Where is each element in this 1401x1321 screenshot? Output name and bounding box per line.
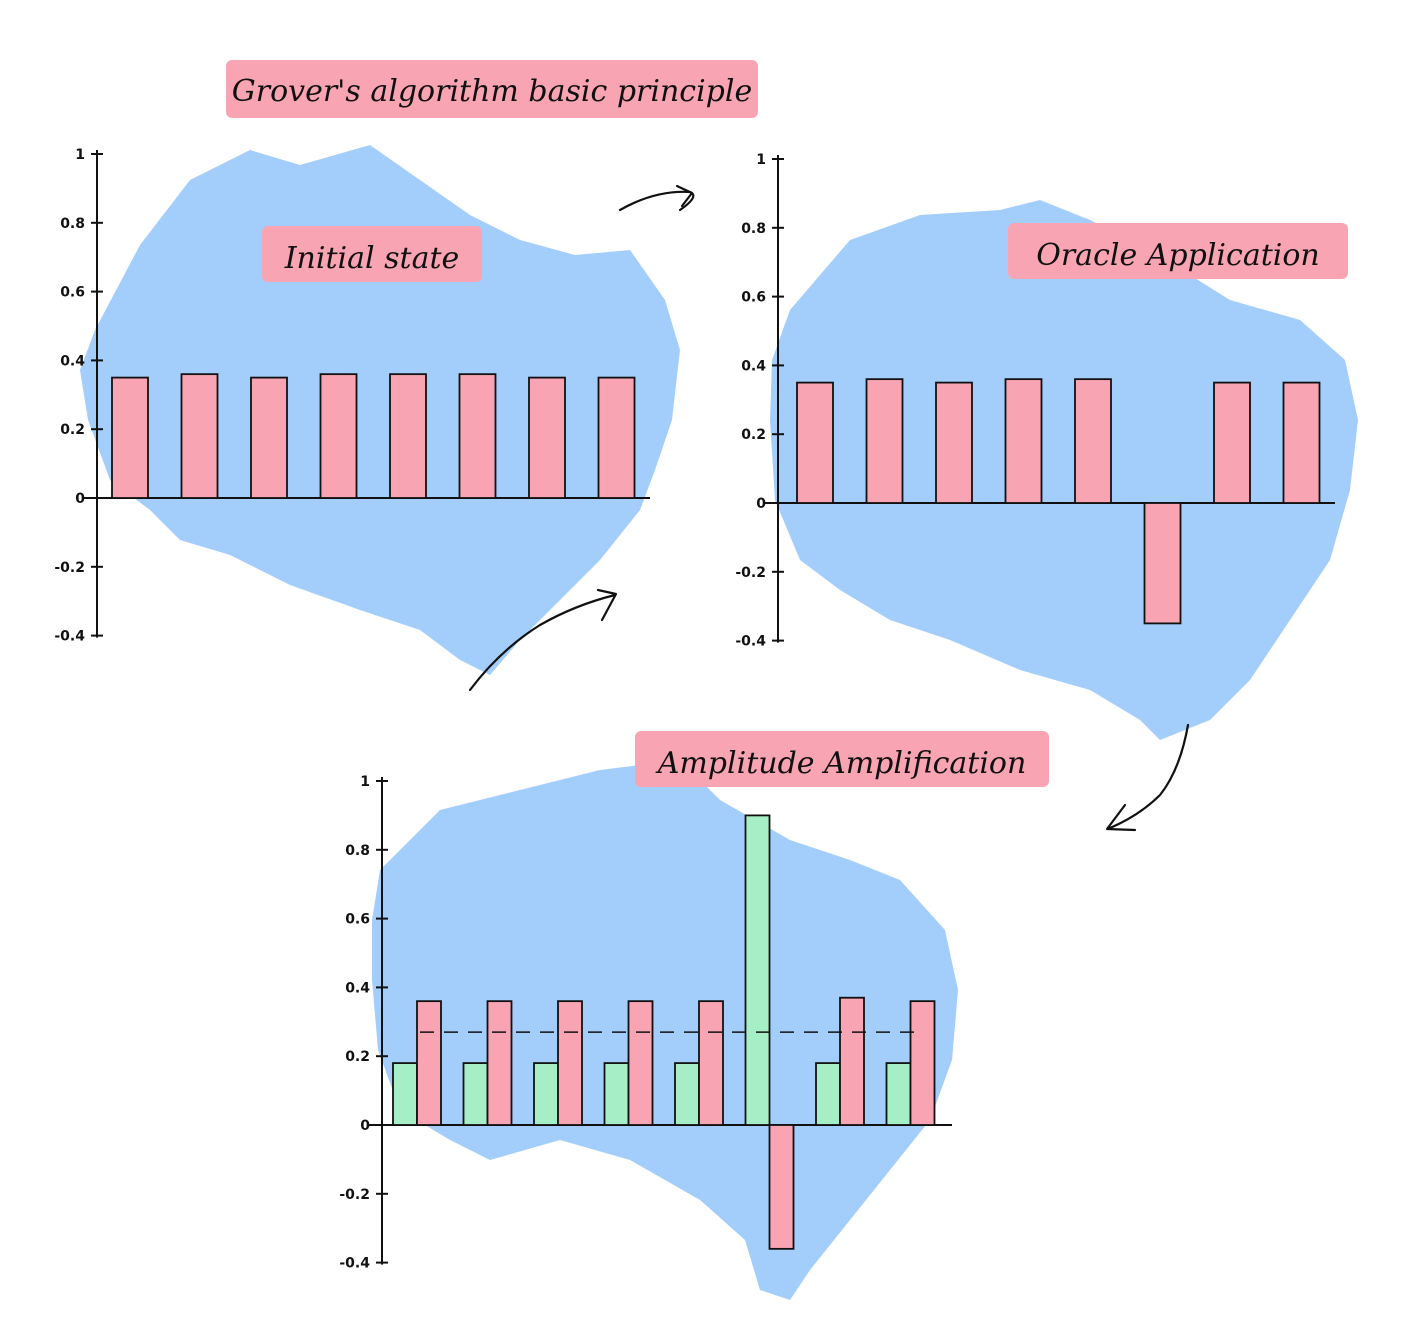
chart-bar [557, 1000, 583, 1126]
chart-bar [1282, 381, 1321, 504]
chart-bar [839, 996, 865, 1126]
chart-bar [392, 1062, 418, 1126]
chart-title: Amplitude Amplification [655, 746, 1027, 781]
y-tick-label: -0.4 [339, 1256, 370, 1272]
y-tick-label: 0.8 [345, 843, 370, 859]
chart-bar [250, 376, 288, 499]
y-tick-label: -0.2 [735, 565, 766, 581]
chart-title-highlight [262, 226, 482, 282]
y-tick-label: 0.6 [60, 285, 85, 301]
chart-bar [180, 373, 219, 499]
chart-bar [533, 1062, 559, 1126]
chart-oracle-application: Oracle Application 1 0.8 0.6 0.4 0.2 0 -0.2 -0.4 [735, 152, 1348, 650]
chart-title-highlight [1008, 223, 1348, 279]
chart-bar [458, 373, 497, 499]
chart-bar [1004, 378, 1043, 504]
arrow-oracle-to-amplification-icon [1105, 723, 1190, 832]
chart-bar [865, 378, 904, 504]
y-tick-label: -0.4 [54, 629, 85, 645]
chart-bar [462, 1062, 489, 1126]
y-tick-label: -0.2 [339, 1187, 370, 1203]
arrow-amplification-to-initial-icon [468, 588, 618, 692]
y-tick-label: 0.2 [60, 422, 85, 438]
y-tick-label: -0.4 [735, 634, 766, 650]
chart-bar [744, 814, 771, 1126]
y-tick-label: 0.6 [741, 290, 766, 306]
y-tick-label: 1 [360, 774, 370, 790]
background-blobs [80, 145, 1358, 1300]
chart-bar [627, 1000, 654, 1126]
y-tick-label: 0.4 [345, 980, 370, 996]
chart-bar [603, 1062, 630, 1126]
page-title-group: Grover's algorithm basic principle [226, 60, 758, 118]
chart-bar [597, 376, 636, 499]
chart-bar [389, 373, 427, 499]
y-tick-label: 0 [756, 496, 766, 512]
chart-bar [111, 376, 149, 499]
y-tick-label: -0.2 [54, 560, 85, 576]
page-title-highlight [226, 60, 758, 118]
blob-amplification [372, 760, 958, 1300]
y-tick-label: 0.4 [60, 353, 85, 369]
chart-title: Oracle Application [1036, 238, 1320, 273]
chart-bar [1143, 502, 1182, 625]
y-tick-label: 0.4 [741, 358, 766, 374]
y-tick-label: 1 [75, 147, 85, 163]
flow-arrows [468, 184, 1190, 832]
y-tick-label: 0.2 [741, 427, 766, 443]
chart-bar [319, 373, 358, 499]
y-tick-label: 0.2 [345, 1049, 370, 1065]
chart-bar [909, 1000, 936, 1126]
chart-bar [768, 1124, 795, 1250]
chart-bar [796, 381, 834, 504]
y-tick-label: 0 [360, 1118, 370, 1134]
chart-bar [528, 376, 566, 499]
chart-initial-state: Initial state 1 0.8 0.6 0.4 0.2 0 -0.2 -0.4 [54, 147, 650, 645]
chart-bar [815, 1062, 841, 1126]
chart-bar [416, 1000, 442, 1126]
chart-bar [674, 1062, 700, 1126]
chart-title-highlight [635, 731, 1049, 787]
chart-bar [885, 1062, 912, 1126]
chart-amplitude-amplification: Amplitude Amplification 1 0.8 0.6 0.4 0.2 0 -0.… [339, 731, 1049, 1272]
y-tick-label: 0 [75, 491, 85, 507]
y-tick-label: 0.6 [345, 912, 370, 928]
y-tick-label: 0.8 [60, 216, 85, 232]
chart-bar [486, 1000, 513, 1126]
arrow-initial-to-oracle-icon [618, 184, 695, 212]
chart-bar [1213, 381, 1251, 504]
page-title: Grover's algorithm basic principle [232, 74, 752, 109]
chart-bar [935, 381, 973, 504]
y-tick-label: 0.8 [741, 221, 766, 237]
y-tick-label: 1 [756, 152, 766, 168]
chart-bar [1074, 378, 1112, 504]
blob-initial-state [80, 145, 680, 675]
chart-title: Initial state [284, 241, 460, 276]
chart-bar [698, 1000, 724, 1126]
blob-oracle [770, 200, 1358, 740]
